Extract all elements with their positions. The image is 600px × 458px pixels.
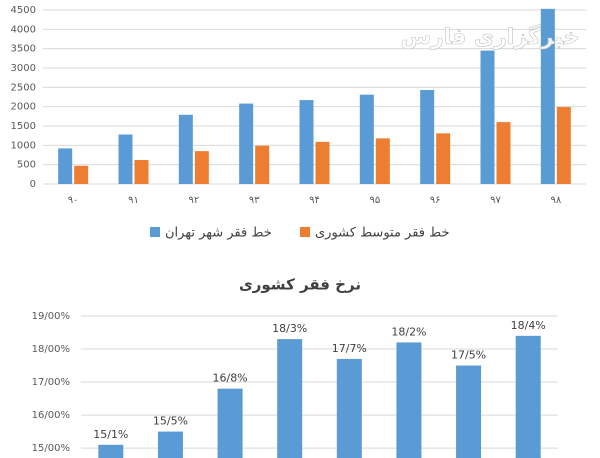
bar [194,151,209,184]
y-tick-label: 3500 [11,44,36,55]
legend-label: خط فقر شهر تهران [165,226,272,241]
data-label: 17/7% [332,342,367,355]
bar [315,141,330,184]
bar [480,50,495,184]
bar [277,339,303,458]
data-label: 17/5% [451,349,486,362]
y-tick-label: 17/00% [32,377,70,388]
bar [556,107,571,184]
data-label: 18/2% [391,325,426,338]
y-tick-label: 16/00% [32,410,70,421]
y-tick-label: 1000 [11,140,36,151]
bar [359,94,374,184]
y-tick-label: 18/00% [32,344,70,355]
y-tick-label: 4500 [11,5,36,16]
legend-swatch [300,227,310,237]
x-tick-label: ۹۶ [430,195,441,206]
data-label: 18/3% [272,322,307,335]
bar [58,148,73,184]
y-tick-label: 2000 [11,102,36,113]
bar [456,365,482,458]
y-tick-label: 500 [17,160,36,171]
x-tick-label: ۹۳ [249,195,260,206]
legend-swatch [150,227,160,237]
bar [98,444,124,458]
bar [118,134,133,184]
bar [299,100,314,184]
bar [134,160,149,184]
bar [540,8,555,185]
bar [255,145,270,184]
bar [336,358,362,458]
bar [178,114,193,184]
legend-label: خط فقر متوسط کشوری [315,226,450,241]
bar [515,335,541,458]
bar [396,342,422,458]
bar [157,431,183,458]
y-tick-label: 3000 [11,63,36,74]
y-tick-label: 4000 [11,24,36,35]
x-tick-label: ۹۴ [309,195,320,206]
x-tick-label: ۹۸ [550,195,561,206]
y-tick-label: 2500 [11,82,36,93]
x-tick-label: ۹۰ [68,195,79,206]
x-tick-label: ۹۵ [369,195,380,206]
bar [375,138,390,184]
x-tick-label: ۹۷ [490,195,501,206]
bar [74,165,89,184]
bar [496,122,511,184]
y-tick-label: 15/00% [32,443,70,454]
y-tick-label: 0 [30,179,36,190]
x-tick-label: ۹۲ [188,195,199,206]
bar [239,103,254,184]
bar [420,90,435,184]
y-tick-label: 19/00% [32,311,70,322]
data-label: 15/1% [93,428,128,441]
bar [217,388,243,458]
y-tick-label: 1500 [11,121,36,132]
data-label: 16/8% [212,372,247,385]
bar [436,133,451,184]
watermark: خبرگزاری فارس [401,23,580,50]
data-label: 15/5% [153,415,188,428]
x-tick-label: ۹۱ [128,195,139,206]
data-label: 18/4% [511,319,546,332]
chart-title: نرخ فقر کشوری [239,276,361,294]
